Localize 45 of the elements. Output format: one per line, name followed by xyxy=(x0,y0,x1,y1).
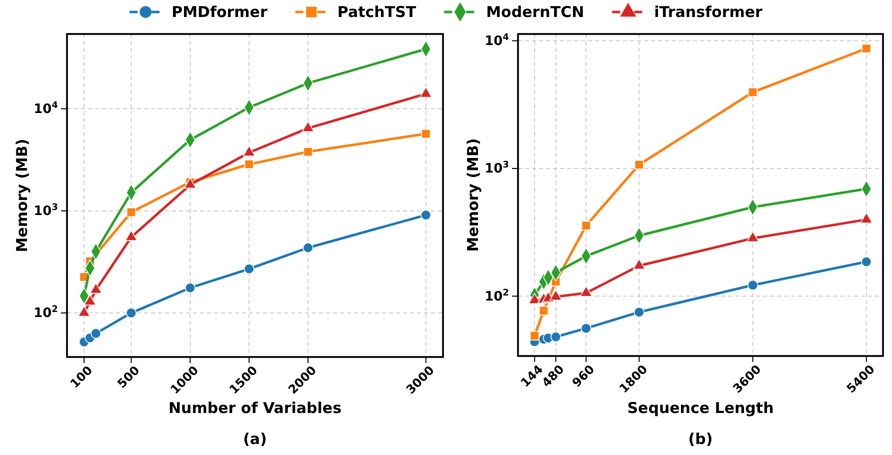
point xyxy=(90,328,102,339)
point xyxy=(420,86,432,98)
legend-label: PMDformer xyxy=(172,3,268,21)
point xyxy=(862,44,872,54)
point xyxy=(860,212,873,224)
point xyxy=(530,331,540,340)
y-tick-label: 10$^{3}$ xyxy=(34,203,58,219)
legend-label: iTransformer xyxy=(654,3,764,21)
point xyxy=(748,87,758,97)
legend-label: PatchTST xyxy=(337,3,417,21)
point xyxy=(634,306,644,318)
y-tick-label: 10$^{4}$ xyxy=(484,32,509,49)
y-tick-label: 10$^{2}$ xyxy=(34,305,58,322)
point xyxy=(421,129,431,138)
point xyxy=(126,308,137,318)
point xyxy=(580,323,592,334)
point xyxy=(861,256,872,268)
point xyxy=(302,121,314,132)
text: (b) xyxy=(688,430,713,448)
x-axis-title: Sequence Length xyxy=(627,399,774,417)
point xyxy=(580,286,592,297)
text: (a) xyxy=(243,430,267,448)
x-axis-title: Number of Variables xyxy=(168,399,342,417)
point xyxy=(244,160,254,169)
point xyxy=(302,242,314,254)
y-tick-label: 10$^{2}$ xyxy=(484,288,509,304)
point xyxy=(420,210,432,220)
y-axis-title: Memory (MB) xyxy=(464,138,482,252)
point xyxy=(303,147,313,157)
point xyxy=(528,293,541,304)
point xyxy=(184,282,196,294)
point xyxy=(126,207,136,217)
legend-label: ModernTCN xyxy=(486,3,584,21)
point xyxy=(747,280,758,290)
y-tick-label: 10$^{3}$ xyxy=(484,160,509,177)
y-axis-title: Memory (MB) xyxy=(13,138,31,252)
point xyxy=(581,220,591,230)
point xyxy=(550,290,562,301)
point xyxy=(634,160,644,170)
point xyxy=(550,332,562,342)
point xyxy=(746,231,760,242)
point xyxy=(632,258,646,270)
point xyxy=(538,306,548,316)
point xyxy=(244,264,254,274)
y-tick-label: 10$^{4}$ xyxy=(34,100,58,117)
